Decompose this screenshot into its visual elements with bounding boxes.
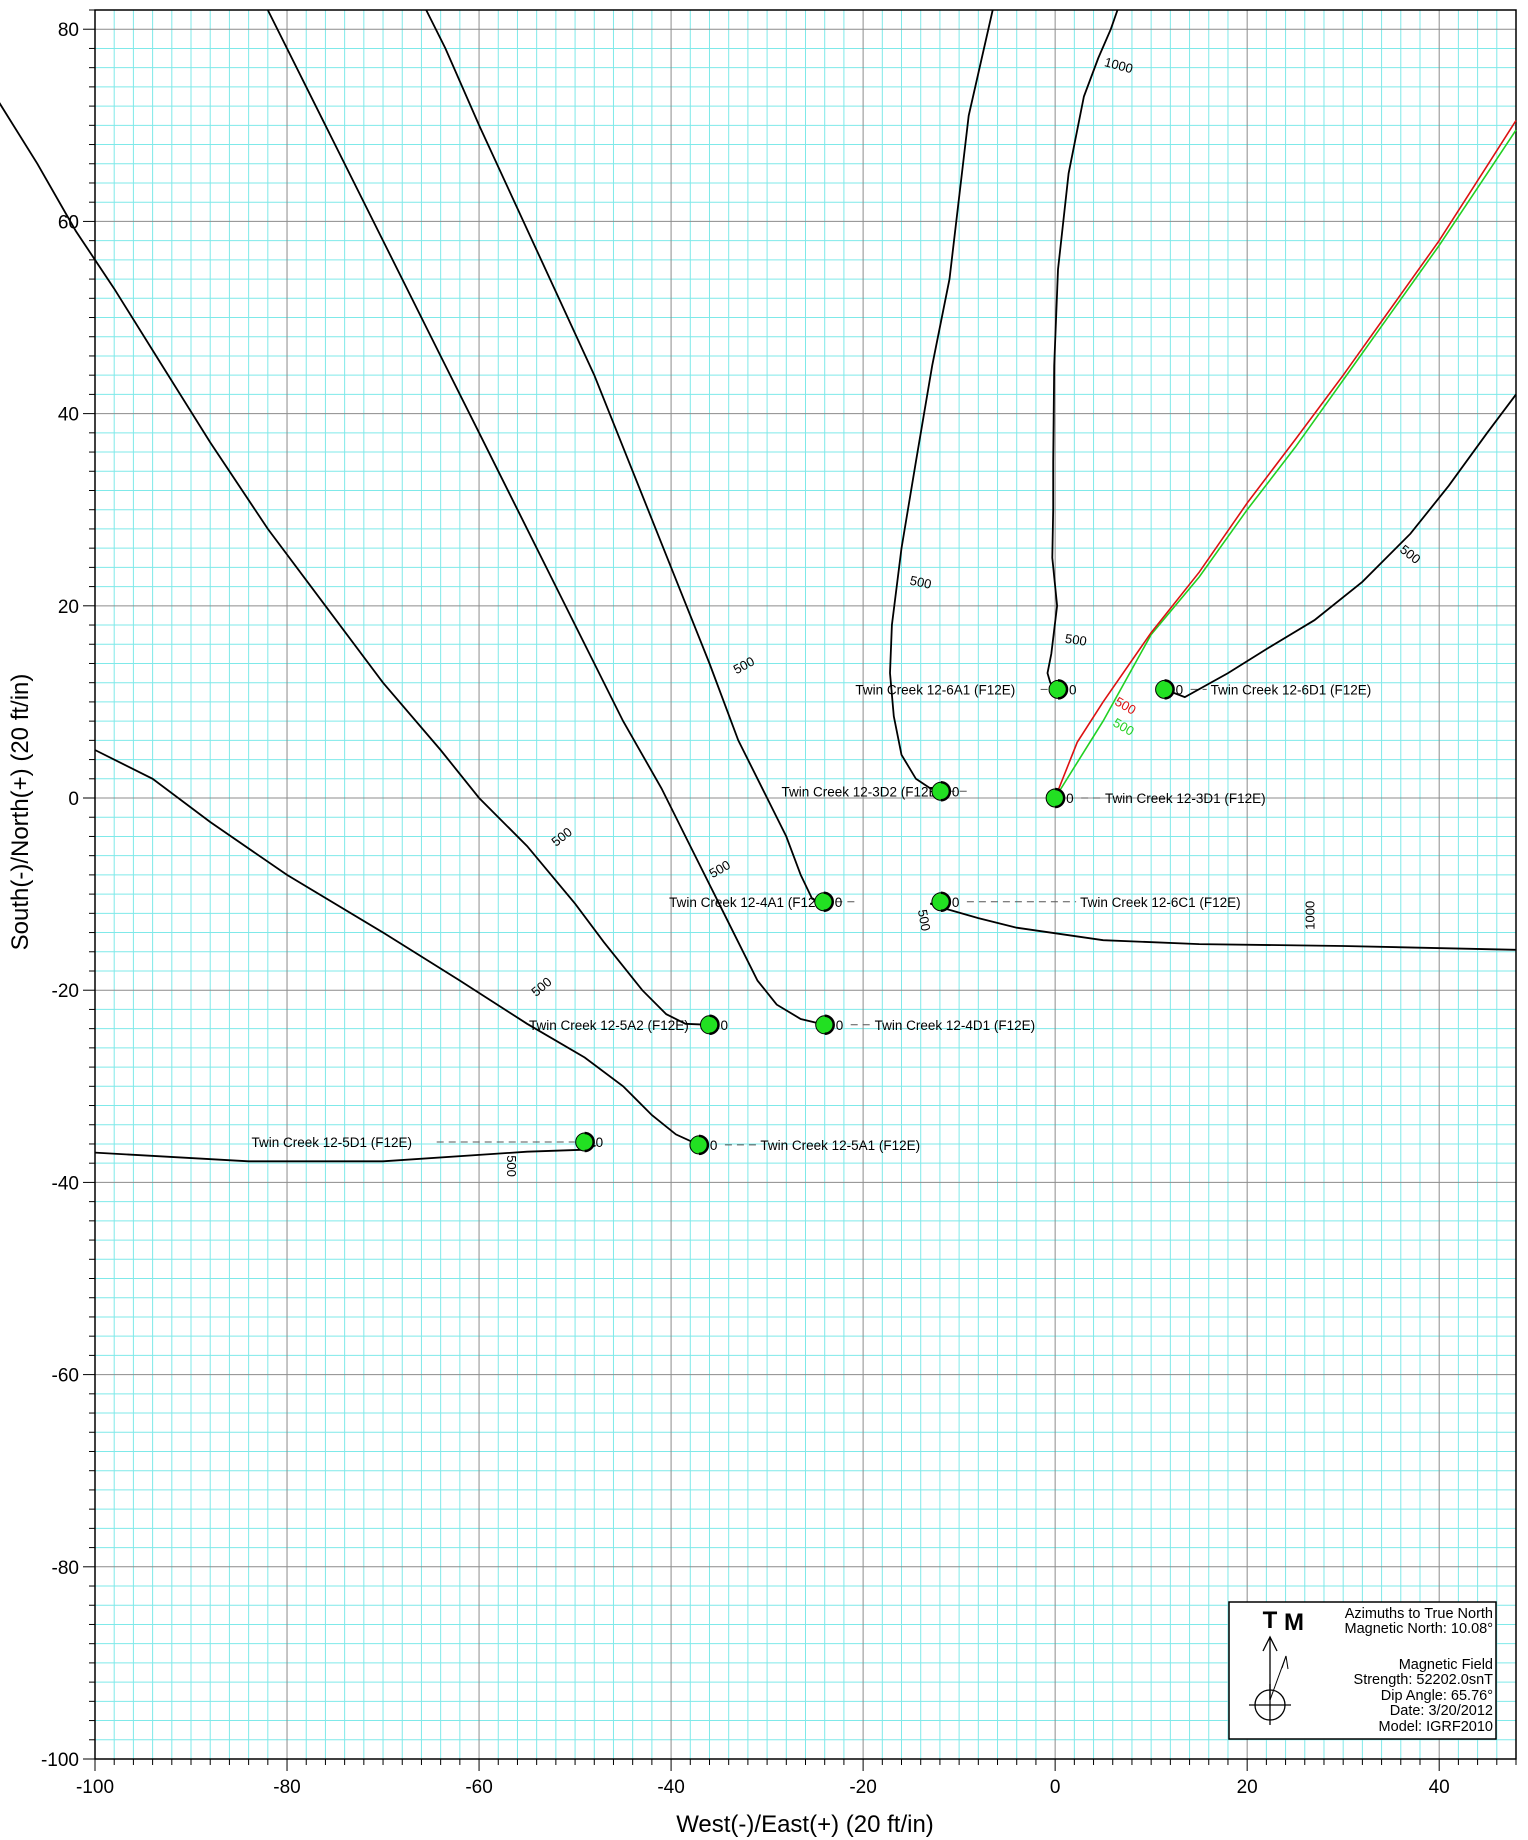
x-tick-labels: -100 -80 -60 -40 -20 0 20 40: [76, 1777, 1450, 1798]
x-tick-label: -80: [273, 1777, 300, 1798]
y-tick-label: 80: [58, 20, 79, 41]
depth-label: 1000: [1302, 901, 1317, 930]
x-tick-label: -20: [849, 1777, 876, 1798]
well-marker-arc: [698, 1134, 710, 1156]
well-name-label: Twin Creek 12-5A2 (F12E): [529, 1018, 689, 1033]
zero-depth-label: 0: [952, 895, 960, 910]
y-tick-label: -20: [52, 981, 79, 1002]
y-tick-label: -60: [52, 1366, 79, 1387]
y-tick-label: 40: [58, 405, 79, 426]
legend-line: Model: IGRF2010: [1379, 1719, 1493, 1735]
y-tick-label: 0: [68, 789, 79, 810]
zero-depth-label: 0: [835, 895, 843, 910]
x-tick-label: -40: [657, 1777, 684, 1798]
north-legend: T M Azimuths to True North Magnetic Nort…: [1228, 1601, 1497, 1740]
well-name-label: Twin Creek 12-6A1 (F12E): [855, 682, 1015, 697]
trajectory-line: [889, 9, 994, 793]
y-axis-title: South(-)/North(+) (20 ft/in): [7, 674, 34, 951]
well-marker-arc: [709, 1014, 720, 1036]
x-tick-label: 0: [1050, 1777, 1061, 1798]
trajectory-line: [266, 9, 825, 1026]
depth-label: 500: [909, 573, 933, 592]
well-name-label: Twin Creek 12-5A1 (F12E): [760, 1138, 920, 1153]
well-markers: Twin Creek 12-6A1 (F12E) 0 Twin Creek 12-6…: [252, 679, 1372, 1156]
legend-line: Azimuths to True North: [1345, 1606, 1493, 1622]
trajectory-line: [1046, 9, 1119, 691]
y-tick-label: 20: [58, 597, 79, 618]
well-name-label: Twin Creek 12-4D1 (F12E): [875, 1018, 1036, 1033]
y-tick-label: -40: [52, 1173, 79, 1194]
x-tick-label: -100: [76, 1777, 114, 1798]
well-marker-arc: [1057, 679, 1069, 700]
zero-depth-label: 0: [1069, 682, 1077, 697]
well-name-label: Twin Creek 12-3D1 (F12E): [1105, 791, 1266, 806]
zero-depth-label: 0: [720, 1018, 728, 1033]
trajectory-line: [1054, 129, 1517, 799]
x-tick-label: 40: [1429, 1777, 1450, 1798]
true-north-letter: T: [1263, 1607, 1278, 1634]
trajectory-line: [1164, 393, 1517, 699]
trajectory-line: [0, 102, 710, 1026]
magnetic-north-letter: M: [1284, 1609, 1304, 1636]
well-marker-arc: [1055, 787, 1066, 809]
well-marker-arc: [584, 1131, 595, 1153]
x-axis-title: West(-)/East(+) (20 ft/in): [676, 1811, 934, 1838]
well-name-label: Twin Creek 12-3D2 (F12E): [781, 784, 942, 799]
well-marker-arc: [1164, 679, 1175, 700]
well-name-label: Twin Creek 12-4A1 (F12E): [669, 895, 829, 910]
minor-grid: [95, 9, 1517, 1759]
trajectory-line: [1054, 120, 1517, 799]
well-marker-arc: [940, 781, 952, 802]
y-tick-label: -80: [52, 1558, 79, 1579]
zero-depth-label: 0: [952, 784, 960, 799]
trajectory-line: [94, 1141, 597, 1163]
well-name-label: Twin Creek 12-5D1 (F12E): [252, 1135, 413, 1150]
trajectory-line: [94, 749, 700, 1146]
trajectory-line: [425, 9, 824, 903]
well-marker-arc: [940, 891, 952, 913]
zero-depth-label: 0: [1176, 682, 1184, 697]
legend-line: Strength: 52202.0snT: [1354, 1672, 1494, 1688]
legend-line: Dip Angle: 65.76°: [1381, 1688, 1493, 1704]
depth-label: 500: [1064, 631, 1088, 649]
depth-label: 1000: [1103, 54, 1135, 76]
zero-depth-label: 0: [596, 1135, 604, 1150]
y-tick-label: -100: [41, 1750, 79, 1771]
magnetic-north-arrowhead-icon: [1281, 1655, 1289, 1670]
x-tick-label: -60: [465, 1777, 492, 1798]
legend-line: Magnetic Field: [1399, 1657, 1493, 1673]
legend-box: [1228, 1601, 1497, 1740]
zero-depth-label: 0: [836, 1018, 844, 1033]
depth-label: 500: [504, 1155, 519, 1177]
axis-ticks: [83, 9, 1517, 1771]
legend-line: Date: 3/20/2012: [1390, 1703, 1493, 1719]
zero-depth-label: 0: [1066, 791, 1074, 806]
well-name-label: Twin Creek 12-6C1 (F12E): [1080, 895, 1241, 910]
true-north-arrowhead-icon: [1262, 1635, 1278, 1652]
depth-label: 500: [915, 908, 934, 932]
legend-line: Magnetic North: 10.08°: [1345, 1621, 1493, 1637]
well-marker-arc: [824, 1014, 835, 1036]
well-marker-arc: [823, 891, 834, 913]
x-tick-label: 20: [1237, 1777, 1258, 1798]
zero-depth-label: 0: [710, 1138, 718, 1153]
well-name-label: Twin Creek 12-6D1 (F12E): [1211, 682, 1372, 697]
